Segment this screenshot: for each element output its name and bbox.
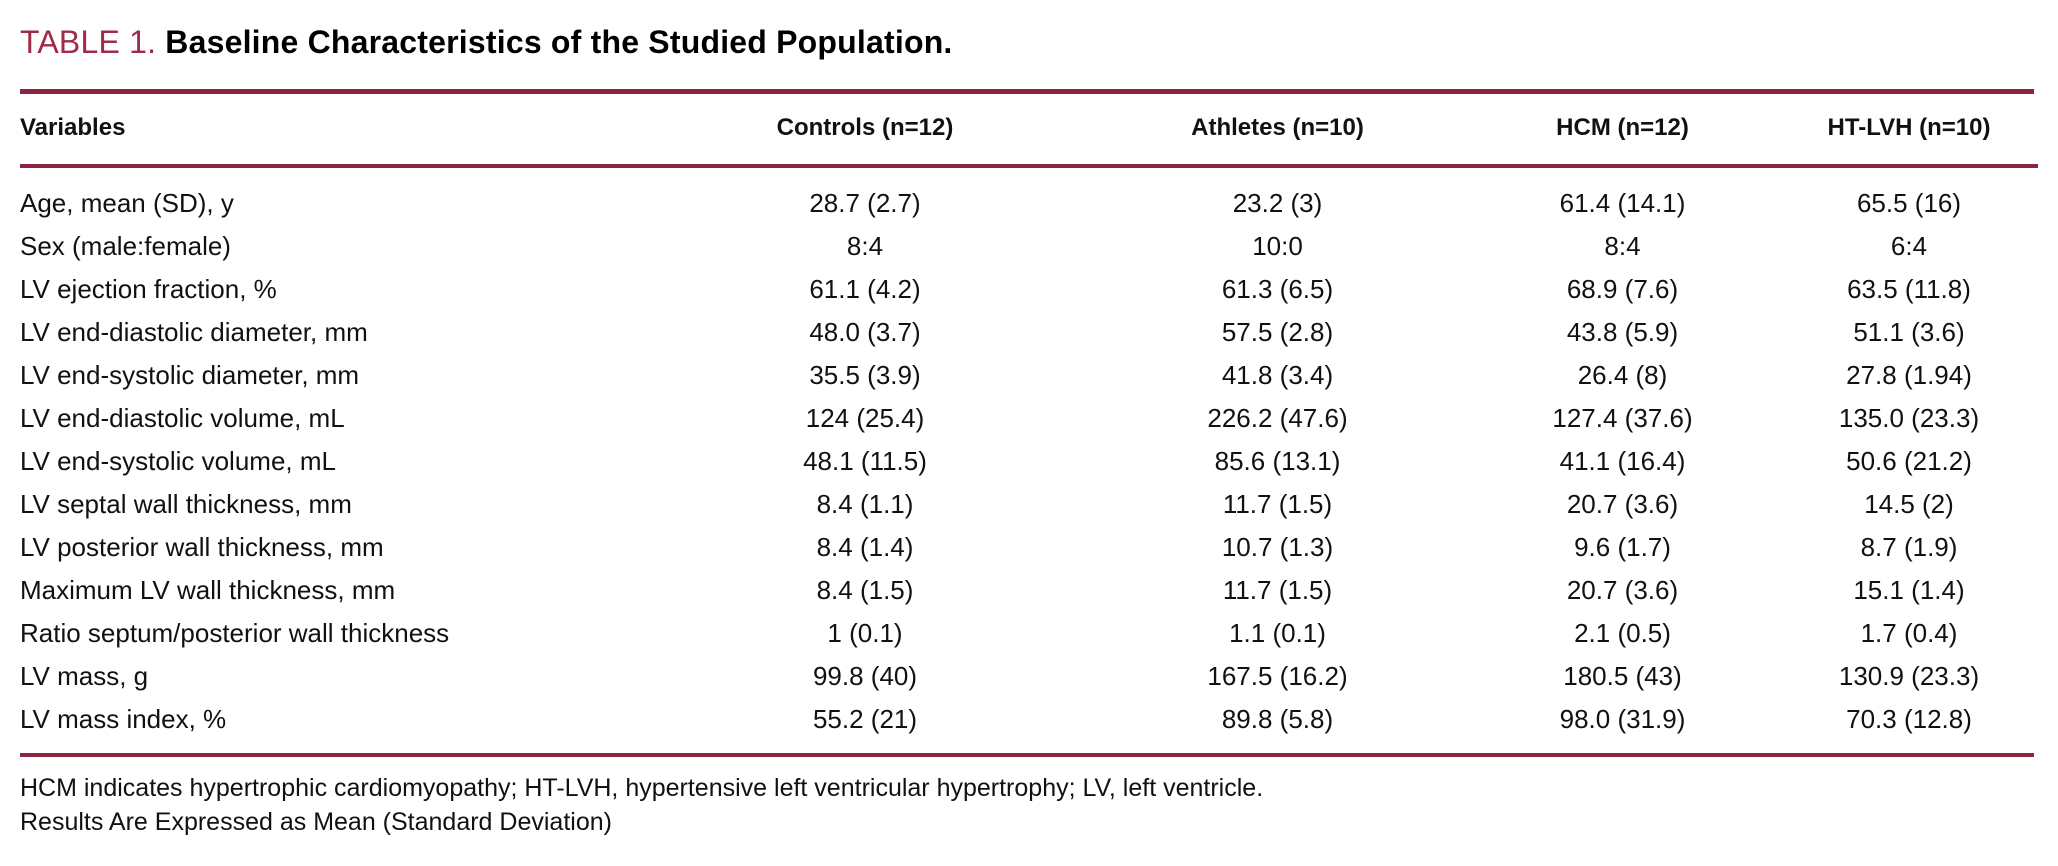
value-cell: 135.0 (23.3) — [1838, 403, 1980, 433]
value-cell: 15.1 (1.4) — [1853, 575, 1965, 605]
table-row: Sex (male:female) 8:4 10:0 8:4 6:4 — [20, 225, 2038, 268]
value-cell: 28.7 (2.7) — [809, 188, 921, 218]
value-cell: 89.8 (5.8) — [1221, 704, 1334, 734]
variable-cell: LV end-systolic volume, mL — [20, 446, 336, 476]
value-cell: 1.1 (0.1) — [1229, 618, 1326, 648]
value-cell: 35.5 (3.9) — [809, 360, 921, 390]
value-cell: 1.7 (0.4) — [1860, 618, 1958, 648]
value-cell: 70.3 (12.8) — [1846, 704, 1972, 734]
value-cell: 11.7 (1.5) — [1222, 489, 1333, 519]
table-row: LV end-systolic volume, mL 48.1 (11.5) 85.… — [20, 440, 2038, 483]
value-cell: 8.4 (1.1) — [816, 489, 914, 519]
footnote-abbreviations: HCM indicates hypertrophic cardiomyopath… — [20, 774, 1264, 802]
column-header-hcm: HCM (n=12) — [1465, 94, 1780, 168]
variable-cell: Age, mean (SD), y — [20, 188, 234, 218]
variable-cell: Maximum LV wall thickness, mm — [20, 575, 396, 605]
top-rule — [20, 89, 2034, 94]
variable-cell: Sex (male:female) — [20, 231, 231, 261]
value-cell: 8:4 — [1604, 231, 1641, 261]
value-cell: 20.7 (3.6) — [1566, 489, 1679, 519]
value-cell: 10:0 — [1252, 231, 1303, 261]
value-cell: 41.8 (3.4) — [1221, 360, 1334, 390]
value-cell: 98.0 (31.9) — [1559, 704, 1686, 734]
variable-cell: LV end-diastolic diameter, mm — [20, 317, 368, 347]
value-cell: 61.4 (14.1) — [1559, 188, 1686, 218]
table-title: Baseline Characteristics of the Studied … — [165, 24, 953, 60]
table-caption: TABLE 1. Baseline Characteristics of the… — [20, 16, 2034, 62]
column-header-ht-lvh: HT-LVH (n=10) — [1780, 94, 2038, 168]
value-cell: 55.2 (21) — [812, 704, 918, 734]
value-cell: 8:4 — [846, 231, 884, 261]
variable-cell: LV ejection fraction, % — [20, 274, 277, 304]
value-cell: 43.8 (5.9) — [1566, 317, 1679, 347]
bottom-rule — [20, 753, 2034, 757]
value-cell: 48.1 (11.5) — [803, 446, 927, 476]
value-cell: 9.6 (1.7) — [1574, 532, 1671, 562]
table-row: Age, mean (SD), y 28.7 (2.7) 23.2 (3) 61.4 … — [20, 166, 2038, 225]
value-cell: 57.5 (2.8) — [1221, 317, 1334, 347]
footnote-results-note: Results Are Expressed as Mean (Standard … — [20, 808, 612, 836]
table-row: LV mass, g 99.8 (40) 167.5 (16.2) 180.5 (43… — [20, 655, 2038, 698]
header-row: Variables Controls (n=12) Athletes (n=10… — [20, 94, 2038, 168]
value-cell: 50.6 (21.2) — [1846, 446, 1972, 476]
variable-cell: LV posterior wall thickness, mm — [20, 532, 384, 562]
value-cell: 11.7 (1.5) — [1222, 575, 1333, 605]
column-header-athletes: Athletes (n=10) — [1090, 94, 1465, 168]
value-cell: 2.1 (0.5) — [1574, 618, 1671, 648]
variable-cell: Ratio septum/posterior wall thickness — [20, 618, 450, 648]
value-cell: 26.4 (8) — [1577, 360, 1668, 390]
table-number-label: TABLE 1. — [20, 24, 157, 60]
value-cell: 65.5 (16) — [1856, 188, 1962, 218]
table-row: LV posterior wall thickness, mm 8.4 (1.4)… — [20, 526, 2038, 569]
value-cell: 51.1 (3.6) — [1853, 317, 1965, 347]
variable-cell: LV mass, g — [20, 661, 149, 691]
table-body: Age, mean (SD), y 28.7 (2.7) 23.2 (3) 61.4 … — [20, 166, 2038, 751]
column-header-controls: Controls (n=12) — [640, 94, 1090, 168]
value-cell: 23.2 (3) — [1232, 188, 1323, 218]
table-row: Ratio septum/posterior wall thickness 1 (… — [20, 612, 2038, 655]
value-cell: 85.6 (13.1) — [1214, 446, 1341, 476]
variable-cell: LV mass index, % — [20, 704, 227, 734]
value-cell: 167.5 (16.2) — [1207, 661, 1348, 691]
value-cell: 127.4 (37.6) — [1552, 403, 1693, 433]
value-cell: 48.0 (3.7) — [809, 317, 921, 347]
value-cell: 10.7 (1.3) — [1221, 532, 1334, 562]
variable-cell: LV end-systolic diameter, mm — [20, 360, 360, 390]
value-cell: 8.4 (1.5) — [816, 575, 914, 605]
value-cell: 226.2 (47.6) — [1207, 403, 1348, 433]
value-cell: 8.4 (1.4) — [816, 532, 914, 562]
table-footnotes: HCM indicates hypertrophic cardiomyopath… — [20, 757, 2034, 839]
table-row: LV mass index, % 55.2 (21) 89.8 (5.8) 98.0 … — [20, 698, 2038, 751]
value-cell: 61.1 (4.2) — [809, 274, 921, 304]
value-cell: 180.5 (43) — [1563, 661, 1682, 691]
baseline-characteristics-table: Variables Controls (n=12) Athletes (n=10… — [20, 94, 2038, 751]
table-row: LV ejection fraction, % 61.1 (4.2) 61.3 (6… — [20, 268, 2038, 311]
table-row: LV septal wall thickness, mm 8.4 (1.1) 11.… — [20, 483, 2038, 526]
value-cell: 124 (25.4) — [805, 403, 925, 433]
value-cell: 27.8 (1.94) — [1846, 360, 1972, 390]
variable-cell: LV septal wall thickness, mm — [20, 489, 352, 519]
value-cell: 99.8 (40) — [812, 661, 918, 691]
table-row: LV end-diastolic volume, mL 124 (25.4) 226… — [20, 397, 2038, 440]
value-cell: 14.5 (2) — [1864, 489, 1954, 519]
table-row: Maximum LV wall thickness, mm 8.4 (1.5) 11… — [20, 569, 2038, 612]
table-row: LV end-systolic diameter, mm 35.5 (3.9) 41… — [20, 354, 2038, 397]
value-cell: 61.3 (6.5) — [1221, 274, 1334, 304]
column-header-variables: Variables — [20, 94, 640, 168]
value-cell: 8.7 (1.9) — [1860, 532, 1958, 562]
variable-cell: LV end-diastolic volume, mL — [20, 403, 345, 433]
value-cell: 68.9 (7.6) — [1566, 274, 1679, 304]
value-cell: 41.1 (16.4) — [1559, 446, 1686, 476]
value-cell: 130.9 (23.3) — [1838, 661, 1980, 691]
value-cell: 20.7 (3.6) — [1566, 575, 1679, 605]
value-cell: 1 (0.1) — [827, 618, 903, 648]
value-cell: 63.5 (11.8) — [1847, 274, 1971, 304]
value-cell: 6:4 — [1890, 231, 1928, 261]
table-row: LV end-diastolic diameter, mm 48.0 (3.7) 5… — [20, 311, 2038, 354]
table-header: Variables Controls (n=12) Athletes (n=10… — [20, 94, 2038, 168]
